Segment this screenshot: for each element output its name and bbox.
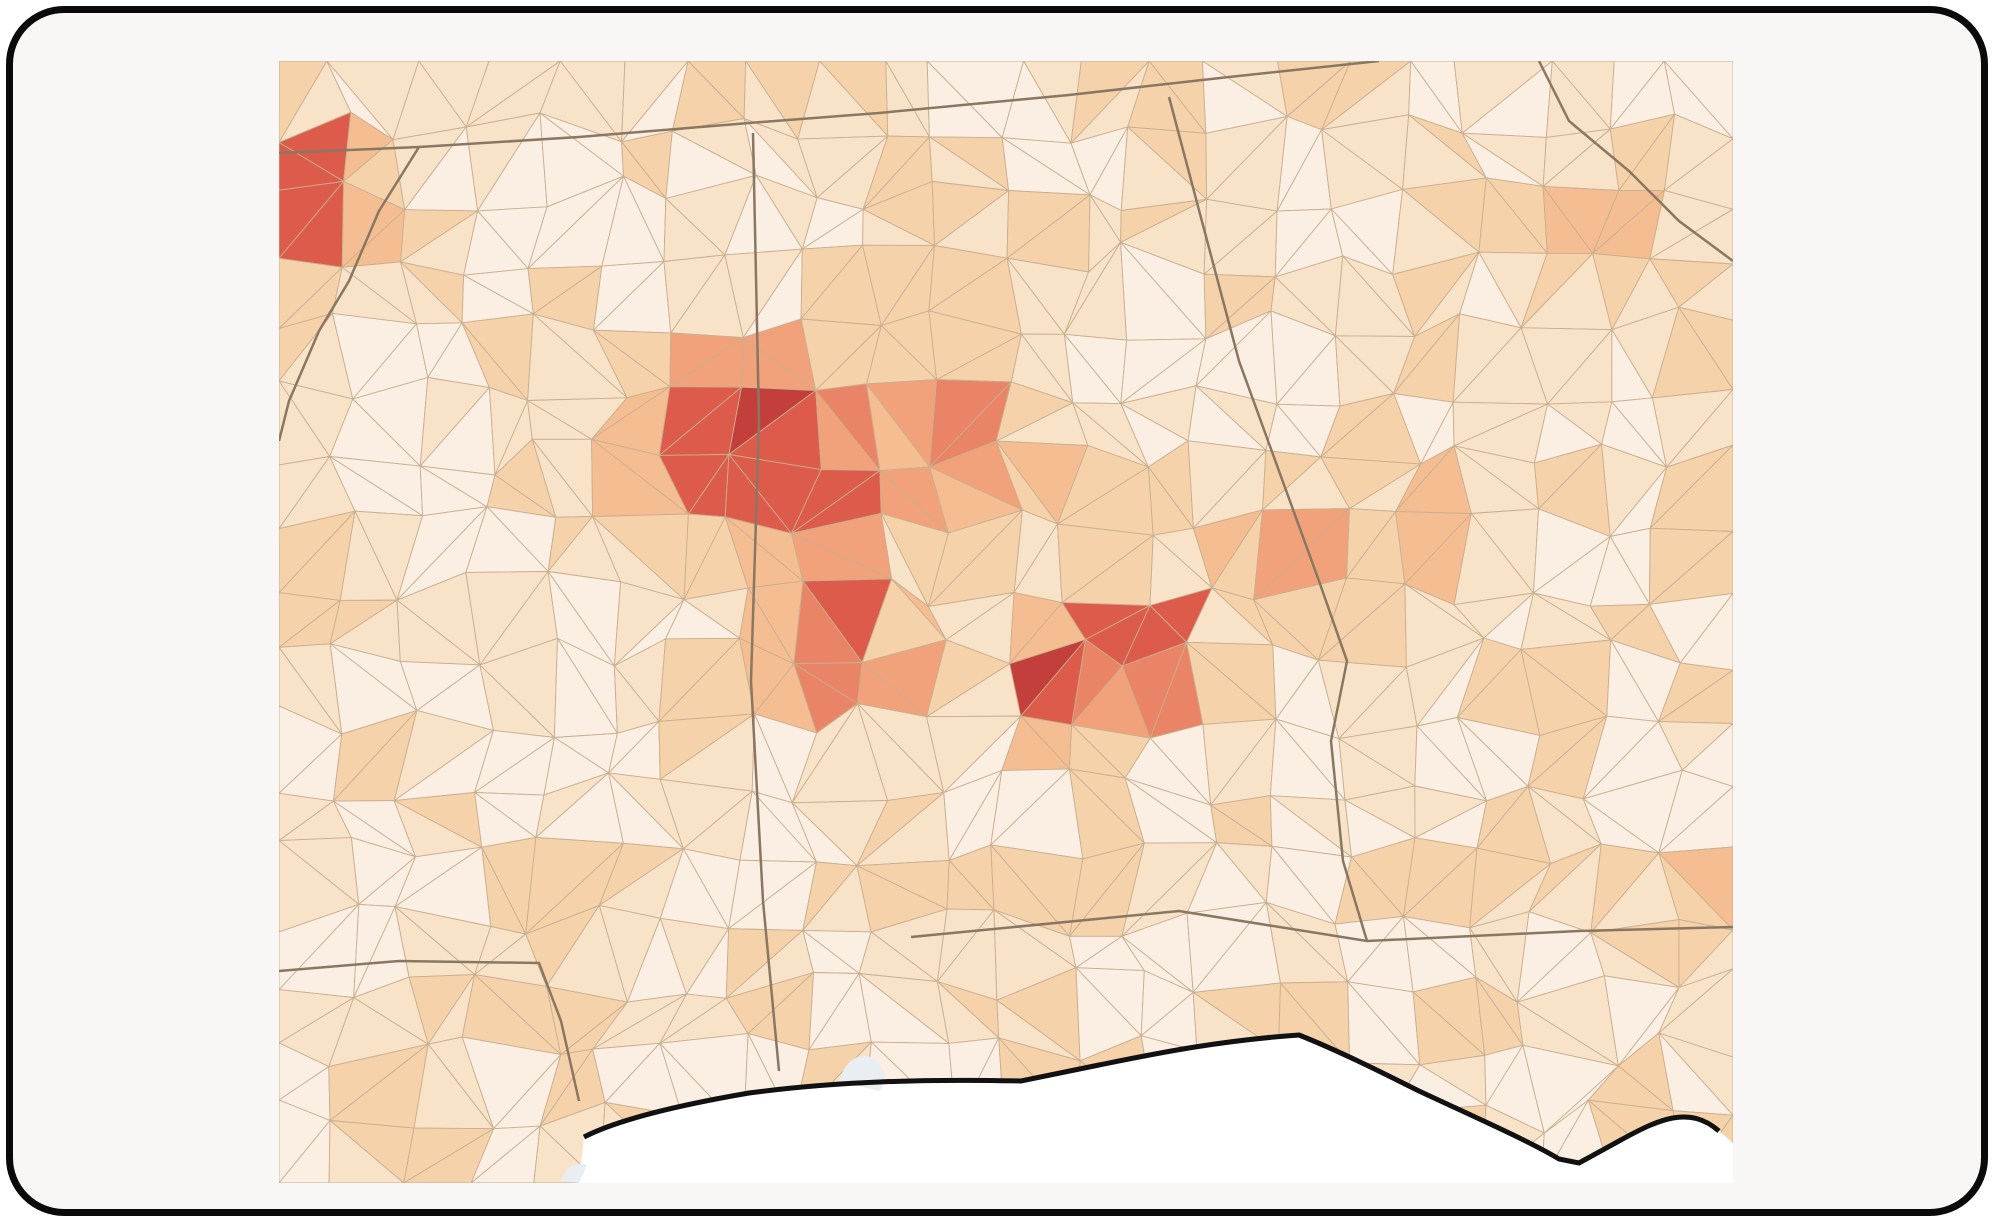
water-layer bbox=[561, 1032, 1733, 1183]
border-ga-sc bbox=[1537, 61, 1733, 263]
county-cell bbox=[328, 1119, 405, 1183]
border-la-south bbox=[279, 959, 581, 1102]
border-north bbox=[279, 61, 1380, 155]
border-ms-al bbox=[749, 132, 781, 1072]
border-al-ga bbox=[1167, 96, 1369, 942]
county-cells bbox=[279, 61, 1733, 1183]
border-al-fl bbox=[910, 909, 1733, 943]
county-choropleth-map bbox=[279, 61, 1733, 1183]
state-borders bbox=[279, 61, 1733, 1102]
pensacola-bay bbox=[561, 1163, 587, 1183]
coastline bbox=[582, 1032, 1721, 1166]
border-ms-la bbox=[279, 146, 421, 442]
gulf-of-mexico bbox=[579, 1035, 1733, 1183]
map-frame bbox=[6, 6, 1988, 1216]
map-panel bbox=[279, 61, 1733, 1183]
